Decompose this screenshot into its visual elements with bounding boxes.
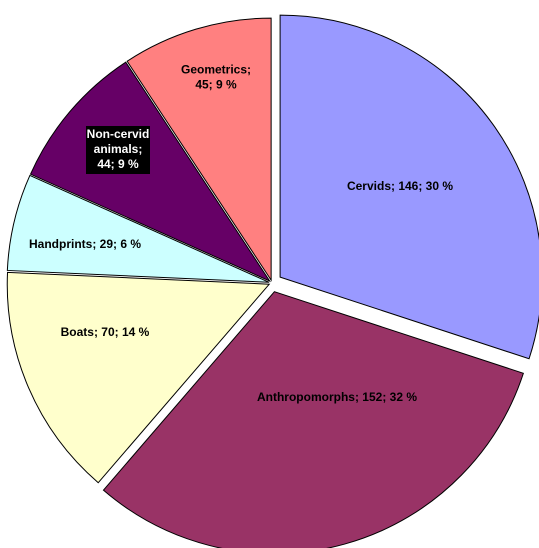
slice-label: Handprints; 29; 6 % xyxy=(29,237,141,251)
slice-label: 44; 9 % xyxy=(97,157,139,171)
slice-label: Geometrics; xyxy=(181,63,251,77)
pie-slice xyxy=(279,14,539,360)
slice-label: Non-cervid xyxy=(87,127,150,141)
slice-label: animals; xyxy=(94,142,143,156)
label-background xyxy=(86,126,150,174)
slice-label: Anthropomorphs; 152; 32 % xyxy=(257,390,417,404)
pie-slice xyxy=(29,61,272,283)
pie-slice xyxy=(102,291,525,548)
slice-label: Boats; 70; 14 % xyxy=(61,325,150,339)
slice-label: 45; 9 % xyxy=(195,78,237,92)
pie-slice xyxy=(126,17,272,282)
pie-slice xyxy=(6,271,271,484)
slice-label: Cervids; 146; 30 % xyxy=(347,179,453,193)
pie-slice xyxy=(6,174,270,283)
